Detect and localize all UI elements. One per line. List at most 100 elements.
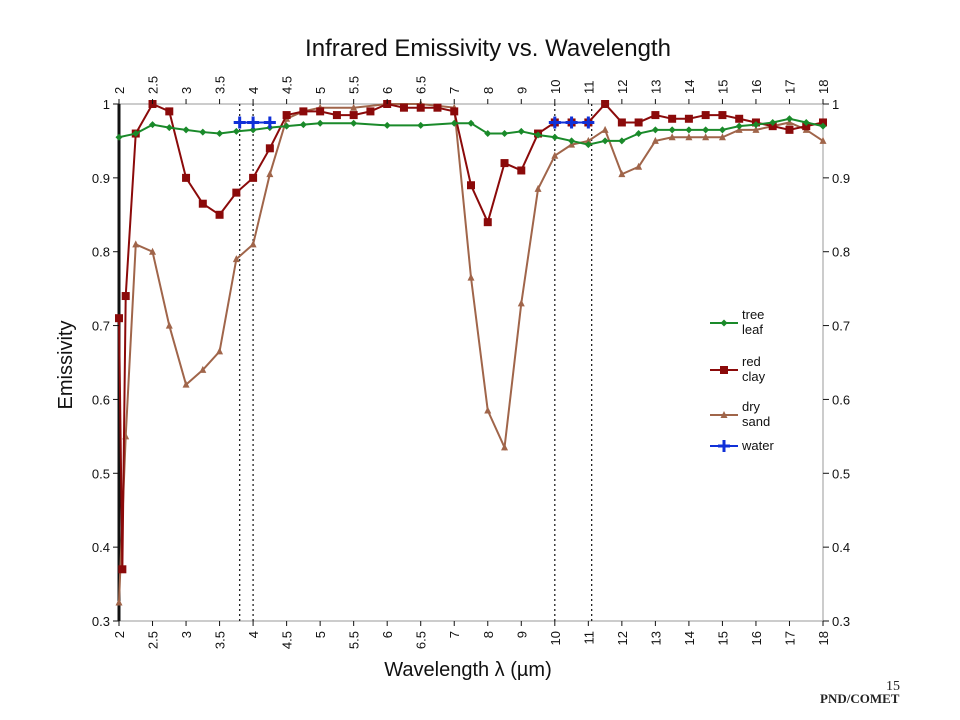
x-top-tick-label: 2.5: [146, 76, 161, 94]
data-point-tree-leaf: [350, 119, 358, 127]
x-tick-label: 6.5: [414, 631, 429, 649]
legend-label: tree: [742, 307, 764, 322]
x-top-tick-label: 13: [648, 80, 663, 94]
data-point-red-clay: [483, 218, 492, 227]
series-water: [233, 116, 595, 129]
data-point-tree-leaf: [115, 133, 123, 141]
legend-label: water: [741, 438, 774, 453]
x-top-tick-label: 2: [112, 87, 127, 94]
data-point-red-clay: [819, 118, 827, 127]
data-point-red-clay: [332, 111, 341, 120]
y-tick-label: 0.7: [92, 319, 110, 334]
data-point-dry-sand: [266, 170, 274, 178]
x-tick-label: 18: [816, 631, 831, 645]
y-tick-label: 0.9: [92, 171, 110, 186]
data-point-tree-leaf: [584, 141, 592, 149]
x-tick-label: 10: [548, 631, 563, 645]
data-point-water: [247, 116, 260, 129]
data-point-red-clay: [467, 181, 475, 190]
data-point-water: [565, 116, 578, 129]
x-tick-label: 2: [112, 631, 127, 638]
x-top-tick-label: 11: [581, 81, 596, 95]
data-point-water: [582, 116, 595, 129]
data-point-tree-leaf: [618, 137, 626, 145]
data-point-dry-sand: [635, 162, 643, 170]
data-point-tree-leaf: [685, 126, 693, 134]
legend-marker: [720, 411, 728, 418]
x-top-tick-label: 5: [313, 87, 328, 94]
x-tick-label: 8: [481, 631, 496, 638]
data-point-dry-sand: [165, 321, 173, 329]
data-point-dry-sand: [149, 247, 157, 255]
chart-title: Infrared Emissivity vs. Wavelength: [305, 35, 671, 62]
data-point-tree-leaf: [316, 119, 324, 127]
x-tick-label: 7: [447, 631, 462, 638]
data-point-dry-sand: [618, 170, 626, 178]
data-point-dry-sand: [819, 136, 827, 144]
legend-label: dry: [742, 399, 761, 414]
data-point-dry-sand: [132, 240, 140, 248]
data-point-red-clay: [232, 188, 241, 197]
data-point-tree-leaf: [534, 131, 542, 139]
y-right-tick-label: 0.7: [832, 319, 850, 334]
y-right-tick-label: 0.4: [832, 540, 850, 555]
data-point-tree-leaf: [450, 119, 458, 127]
data-point-dry-sand: [534, 184, 542, 192]
x-tick-label: 16: [749, 631, 764, 645]
series-line-dry-sand: [118, 103, 824, 603]
y-right-tick-label: 0.6: [832, 392, 850, 407]
data-point-tree-leaf: [417, 121, 425, 129]
data-point-tree-leaf: [551, 133, 559, 141]
y-axis-label: Emissivity: [55, 321, 77, 410]
series-dry-sand: [115, 100, 827, 606]
x-tick-label: 5: [313, 631, 328, 638]
y-right-tick-label: 0.5: [832, 466, 850, 481]
data-point-dry-sand: [551, 151, 559, 159]
data-point-tree-leaf: [568, 137, 576, 145]
data-point-red-clay: [198, 199, 207, 208]
data-point-tree-leaf: [383, 121, 391, 129]
data-point-dry-sand: [216, 347, 224, 355]
data-point-water: [548, 116, 561, 129]
page-number: 15: [886, 679, 900, 694]
data-point-tree-leaf: [785, 115, 793, 123]
data-point-tree-leaf: [299, 121, 307, 129]
data-point-tree-leaf: [216, 130, 224, 138]
legend-label: red: [742, 354, 761, 369]
data-point-dry-sand: [115, 598, 123, 606]
x-tick-label: 2.5: [146, 631, 161, 649]
x-top-tick-label: 7: [447, 87, 462, 94]
data-point-dry-sand: [651, 136, 659, 144]
y-tick-label: 0.5: [92, 466, 110, 481]
legend-marker: [720, 319, 728, 327]
x-top-tick-label: 3.5: [213, 76, 228, 94]
data-point-tree-leaf: [635, 130, 643, 138]
data-point-red-clay: [349, 111, 358, 120]
data-point-red-clay: [165, 107, 174, 116]
data-point-red-clay: [366, 107, 375, 116]
data-point-dry-sand: [718, 133, 726, 141]
x-tick-label: 15: [715, 631, 730, 645]
legend-label: leaf: [742, 322, 763, 337]
data-point-tree-leaf: [132, 130, 140, 138]
data-point-tree-leaf: [501, 130, 509, 138]
data-point-red-clay: [785, 125, 794, 134]
data-point-tree-leaf: [718, 126, 726, 134]
legend-marker: [720, 366, 728, 374]
data-point-dry-sand: [685, 133, 693, 141]
x-tick-label: 14: [682, 631, 697, 645]
data-point-red-clay: [316, 107, 325, 116]
x-tick-label: 5.5: [347, 631, 362, 649]
x-tick-label: 13: [648, 631, 663, 645]
x-tick-label: 17: [782, 631, 797, 645]
data-series: [115, 100, 827, 606]
x-top-tick-label: 5.5: [347, 76, 362, 94]
y-tick-label: 0.3: [92, 614, 110, 629]
data-point-dry-sand: [199, 365, 207, 373]
data-point-red-clay: [500, 159, 509, 168]
data-point-dry-sand: [752, 125, 760, 133]
data-point-red-clay: [450, 107, 459, 116]
data-point-red-clay: [121, 292, 130, 301]
data-point-tree-leaf: [668, 126, 676, 134]
